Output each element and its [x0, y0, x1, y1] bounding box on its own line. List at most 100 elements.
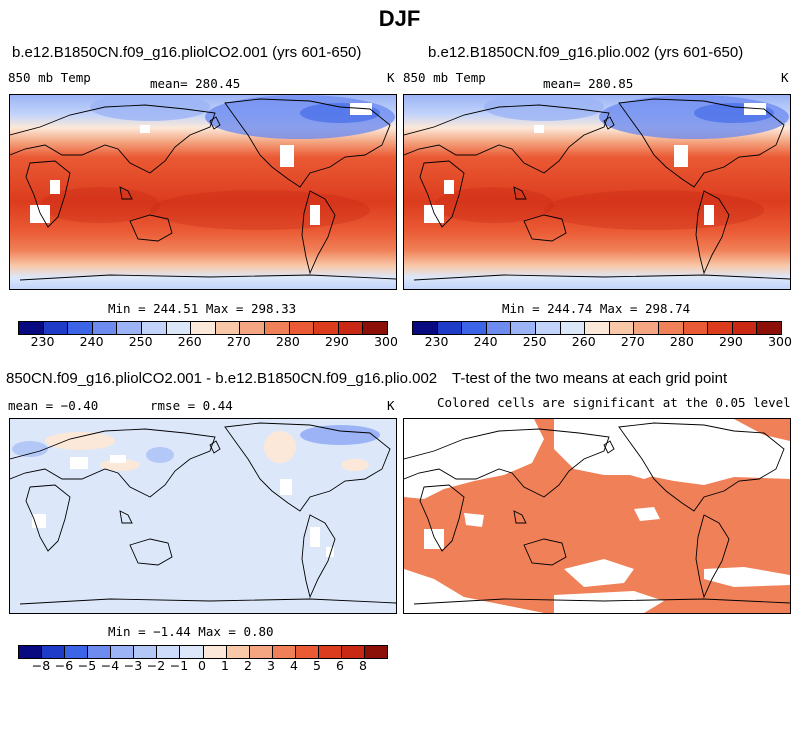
colorbar-swatch: [289, 322, 315, 334]
panel-bottom-left-mean: mean = −0.40: [8, 398, 99, 413]
panel-top-left-variable: 850 mb Temp: [8, 70, 91, 85]
colorbar-top-right-ticks: 230 240 250 260 270 280 290 300: [412, 334, 792, 350]
panel-top-left-title: b.e12.B1850CN.f09_g16.pliolCO2.001 (yrs …: [12, 44, 362, 61]
colorbar-tick-label: 8: [359, 658, 367, 673]
colorbar-swatch: [264, 322, 290, 334]
colorbar-tick-label: 240: [79, 334, 104, 349]
colorbar-tick-label: 260: [571, 334, 596, 349]
panel-top-right-title: b.e12.B1850CN.f09_g16.plio.002 (yrs 601-…: [428, 44, 744, 61]
map-top-right: [403, 94, 791, 290]
colorbar-swatch: [203, 646, 227, 658]
colorbar-swatch: [462, 322, 487, 334]
colorbar-swatch: [732, 322, 758, 334]
colorbar-swatch: [240, 322, 265, 334]
colorbar-swatch: [511, 322, 536, 334]
colorbar-swatch: [634, 322, 659, 334]
panel-top-right-mean: mean= 280.85: [543, 76, 634, 91]
colorbar-swatch: [134, 646, 158, 658]
colorbar-tick-label: 5: [313, 658, 321, 673]
colorbar-swatch: [341, 646, 365, 658]
colorbar-swatch: [272, 646, 296, 658]
colorbar-swatch: [141, 322, 167, 334]
colorbar-tick-label: 250: [522, 334, 547, 349]
colorbar-top-left-ticks: 230 240 250 260 270 280 290 300: [18, 334, 398, 350]
colorbar-swatch: [486, 322, 512, 334]
colorbar-swatch: [65, 646, 89, 658]
colorbar-swatch: [295, 646, 319, 658]
colorbar-swatch: [42, 646, 66, 658]
map-bottom-right: [403, 418, 791, 614]
colorbar-tick-label: 4: [290, 658, 298, 673]
panel-top-right-variable: 850 mb Temp: [403, 70, 486, 85]
colorbar-bottom-left: [18, 645, 388, 659]
colorbar-swatch: [708, 322, 733, 334]
colorbar-tick-label: −2: [146, 658, 166, 673]
colorbar-swatch: [437, 322, 463, 334]
colorbar-swatch: [117, 322, 142, 334]
colorbar-swatch: [585, 322, 610, 334]
colorbar-swatch: [88, 646, 112, 658]
colorbar-tick-label: 280: [669, 334, 694, 349]
colorbar-swatch: [318, 646, 342, 658]
colorbar-tick-label: 280: [275, 334, 300, 349]
colorbar-swatch: [19, 322, 44, 334]
colorbar-swatch: [191, 322, 216, 334]
colorbar-swatch: [180, 646, 204, 658]
colorbar-swatch: [215, 322, 241, 334]
colorbar-swatch: [535, 322, 561, 334]
panel-bottom-right-title: T-test of the two means at each grid poi…: [452, 370, 728, 387]
colorbar-tick-label: −5: [77, 658, 97, 673]
colorbar-swatch: [338, 322, 364, 334]
colorbar-tick-label: 300: [374, 334, 398, 349]
colorbar-top-right: [412, 321, 782, 335]
colorbar-swatch: [363, 322, 387, 334]
colorbar-tick-label: 6: [336, 658, 344, 673]
panel-bottom-left-units: K: [387, 398, 395, 413]
colorbar-swatch: [609, 322, 635, 334]
panel-bottom-right-subtitle: Colored cells are significant at the 0.0…: [437, 395, 791, 410]
colorbar-tick-label: −1: [169, 658, 189, 673]
panel-top-right-minmax: Min = 244.74 Max = 298.74: [502, 301, 691, 316]
colorbar-swatch: [413, 322, 438, 334]
panel-top-left-mean: mean= 280.45: [150, 76, 241, 91]
panel-top-left-minmax: Min = 244.51 Max = 298.33: [108, 301, 297, 316]
colorbar-tick-label: 230: [424, 334, 449, 349]
colorbar-tick-label: 1: [221, 658, 229, 673]
panel-bottom-left-rmse: rmse = 0.44: [150, 398, 233, 413]
colorbar-tick-label: −6: [54, 658, 74, 673]
colorbar-swatch: [111, 646, 135, 658]
colorbar-swatch: [166, 322, 192, 334]
colorbar-tick-label: 2: [244, 658, 252, 673]
colorbar-tick-label: −8: [31, 658, 51, 673]
colorbar-swatch: [157, 646, 181, 658]
colorbar-tick-label: 260: [177, 334, 202, 349]
map-bottom-left: [9, 418, 397, 614]
colorbar-swatch: [249, 646, 273, 658]
colorbar-tick-label: 240: [473, 334, 498, 349]
figure-title: DJF: [378, 6, 421, 31]
colorbar-bottom-left-ticks: −8 −6 −5 −4 −3 −2 −1 0 1 2 3 4 5 6 8: [18, 658, 386, 674]
map-top-left: [9, 94, 397, 290]
panel-bottom-left-minmax: Min = −1.44 Max = 0.80: [108, 624, 274, 639]
colorbar-swatch: [658, 322, 684, 334]
colorbar-tick-label: −4: [100, 658, 120, 673]
colorbar-swatch: [92, 322, 118, 334]
panel-top-right-units: K: [781, 70, 789, 85]
colorbar-tick-label: 230: [30, 334, 55, 349]
panel-bottom-left-title: 850CN.f09_g16.pliolCO2.001 - b.e12.B1850…: [6, 370, 438, 387]
colorbar-tick-label: 290: [718, 334, 743, 349]
colorbar-tick-label: 270: [620, 334, 645, 349]
colorbar-tick-label: 290: [324, 334, 349, 349]
colorbar-tick-label: −3: [123, 658, 143, 673]
colorbar-swatch: [19, 646, 43, 658]
colorbar-tick-label: 250: [128, 334, 153, 349]
panel-top-left-units: K: [387, 70, 395, 85]
colorbar-top-left: [18, 321, 388, 335]
colorbar-tick-label: 3: [267, 658, 275, 673]
colorbar-swatch: [314, 322, 339, 334]
colorbar-swatch: [43, 322, 69, 334]
colorbar-swatch: [364, 646, 387, 658]
colorbar-tick-label: 270: [226, 334, 251, 349]
colorbar-swatch: [560, 322, 586, 334]
colorbar-tick-label: 300: [768, 334, 792, 349]
